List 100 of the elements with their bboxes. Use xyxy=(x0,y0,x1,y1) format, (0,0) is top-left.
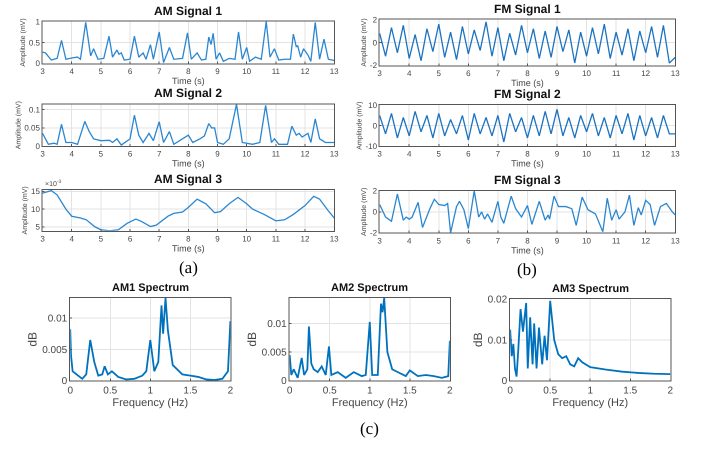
x-tick-label: 3 xyxy=(40,66,46,76)
x-tick-label: 11 xyxy=(612,68,621,78)
y-axis-title: dB xyxy=(244,332,259,347)
x-axis-title: Time (s) xyxy=(172,158,205,169)
x-tick-label: 8 xyxy=(186,150,192,159)
y-tick-label: 0 xyxy=(502,376,508,388)
y-tick-label: 0 xyxy=(372,38,378,48)
x-tick-label: 12 xyxy=(300,150,310,159)
x-tick-label: 8 xyxy=(186,234,192,244)
x-tick-label: 6 xyxy=(128,234,133,244)
line-series xyxy=(380,108,676,143)
x-tick-label: 6 xyxy=(128,150,133,159)
x-tick-label: 12 xyxy=(641,236,651,246)
y-tick-label: 0 xyxy=(62,376,68,388)
x-tick-label: 5 xyxy=(436,150,442,159)
x-tick-label: 11 xyxy=(272,66,281,76)
y-tick-label: 0.01 xyxy=(488,335,508,346)
chart-title: AM1 Spectrum xyxy=(112,282,190,294)
x-tick-label: 8 xyxy=(186,66,192,76)
x-tick-label: 8 xyxy=(525,150,530,159)
y-tick-label: 0 xyxy=(281,376,288,388)
chart-title: AM Signal 3 xyxy=(154,172,222,186)
y-tick-label: 15 xyxy=(31,187,40,196)
x-tick-label: 10 xyxy=(582,68,592,78)
x-tick-label: 11 xyxy=(272,234,281,244)
x-tick-label: 9 xyxy=(215,234,220,244)
x-axis-title: Frequency (Hz) xyxy=(112,396,188,409)
x-tick-label: 7 xyxy=(156,234,162,244)
y-tick-label: 0.005 xyxy=(42,344,68,356)
chart-title: FM Signal 3 xyxy=(494,173,561,187)
x-axis-title: Frequency (Hz) xyxy=(552,396,628,409)
y-tick-label: 0.1 xyxy=(28,106,40,115)
text: (b) xyxy=(517,260,537,279)
x-tick-label: 11 xyxy=(612,150,621,159)
x-tick-label: 7 xyxy=(496,150,501,159)
text: (c) xyxy=(360,419,379,438)
line-series xyxy=(290,298,450,379)
x-tick-label: 12 xyxy=(641,68,651,78)
y-tick-label: -10 xyxy=(365,142,378,151)
y-tick-label: 0.05 xyxy=(24,124,40,133)
x-axis-title: Frequency (Hz) xyxy=(332,396,408,409)
line-series xyxy=(70,298,230,381)
x-tick-label: 7 xyxy=(156,150,162,159)
x-tick-label: 9 xyxy=(554,68,560,78)
x-tick-label: 13 xyxy=(670,236,680,246)
x-tick-label: 12 xyxy=(300,234,310,244)
y-tick-label: 0.01 xyxy=(267,319,288,330)
x-tick-label: 7 xyxy=(496,236,501,246)
x-tick-label: 1 xyxy=(148,386,154,397)
x-tick-label: 3 xyxy=(40,150,46,159)
chart-title: AM2 Spectrum xyxy=(331,282,408,294)
line-series xyxy=(380,190,676,233)
line-series xyxy=(42,22,334,64)
x-tick-label: 6 xyxy=(128,66,133,76)
y-tick-label: -2 xyxy=(370,228,378,238)
x-tick-label: 3 xyxy=(377,236,382,246)
y-tick-label: 5 xyxy=(35,222,40,232)
y-tick-label: 10 xyxy=(368,101,378,110)
y-tick-label: 0 xyxy=(35,59,40,68)
y-tick-label: 0 xyxy=(372,208,378,217)
x-tick-label: 10 xyxy=(582,150,592,159)
x-tick-label: 3 xyxy=(40,234,46,244)
x-tick-label: 2 xyxy=(668,386,674,397)
x-axis-title: Time (s) xyxy=(172,76,205,86)
x-axis-title: Time (s) xyxy=(172,243,205,254)
x-tick-label: 10 xyxy=(242,150,252,159)
y-tick-label: 0.02 xyxy=(488,294,508,306)
x-tick-label: 1.5 xyxy=(402,386,418,397)
x-tick-label: 1.5 xyxy=(623,386,638,397)
x-tick-label: 13 xyxy=(330,66,340,76)
x-tick-label: 10 xyxy=(582,236,592,246)
x-tick-label: 6 xyxy=(466,68,472,78)
x-tick-label: 13 xyxy=(330,234,340,244)
y-tick-label: 10 xyxy=(31,204,40,214)
chart-title: FM Signal 2 xyxy=(494,87,561,101)
x-tick-label: 0.5 xyxy=(543,386,558,397)
line-series xyxy=(42,104,334,146)
line-series xyxy=(510,300,670,378)
x-tick-label: 4 xyxy=(406,150,412,159)
x-tick-label: 5 xyxy=(98,150,104,159)
x-tick-label: 4 xyxy=(406,236,412,246)
y-tick-label: 2 xyxy=(372,15,378,24)
x-tick-label: 0.5 xyxy=(322,386,338,397)
x-tick-label: 9 xyxy=(554,236,560,246)
x-axis-title: Time (s) xyxy=(511,245,544,256)
x-axis-title: Time (s) xyxy=(511,78,544,88)
x-tick-label: 13 xyxy=(670,68,680,78)
x-tick-label: 5 xyxy=(436,236,442,246)
x-tick-label: 5 xyxy=(98,66,104,76)
chart-title: AM3 Spectrum xyxy=(552,283,630,295)
x-tick-label: 7 xyxy=(496,68,501,78)
x-tick-label: 3 xyxy=(377,68,382,78)
y-tick-label: 0.005 xyxy=(262,348,288,359)
y-axis-title: dB xyxy=(470,332,485,348)
y-axis-title: dB xyxy=(25,332,40,347)
chart-title: FM Signal 1 xyxy=(494,2,561,16)
x-tick-label: 6 xyxy=(466,150,472,159)
x-tick-label: 0.5 xyxy=(103,386,118,397)
line-series xyxy=(42,190,334,231)
y-tick-label: 0 xyxy=(35,142,40,151)
